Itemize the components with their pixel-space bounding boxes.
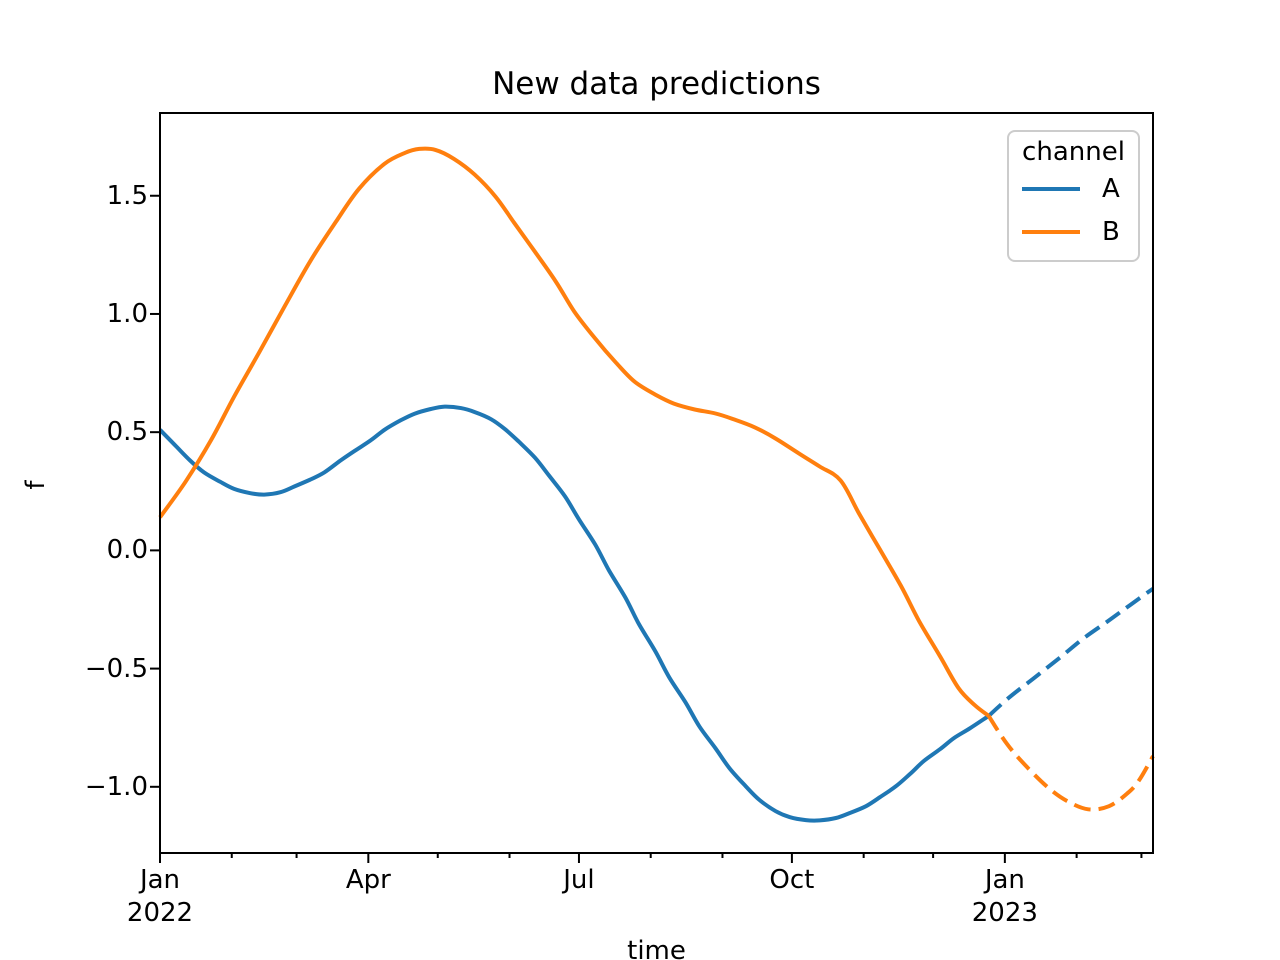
plot-border — [159, 112, 1154, 854]
legend-entry-a: A — [1009, 167, 1138, 210]
y-axis-label: f — [21, 480, 51, 490]
series-lines — [158, 146, 1155, 823]
y-tick-label: 0.5 — [106, 417, 148, 448]
y-tick-label: 1.0 — [106, 298, 148, 329]
legend-line-a-swatch — [1022, 186, 1080, 191]
x-tick-label: Jul — [563, 865, 595, 895]
legend-line-b-swatch — [1022, 229, 1080, 234]
series-line-b — [158, 146, 990, 718]
series-line-a — [158, 404, 990, 823]
y-tick-label: 1.5 — [106, 180, 148, 211]
x-tick-label: Apr — [345, 865, 391, 895]
legend-label-a: A — [1102, 173, 1120, 204]
x-axis-label: time — [627, 936, 686, 960]
axis-tick-marks — [150, 194, 1143, 863]
x-tick-label: Jan 2022 — [126, 865, 194, 928]
x-tick-label: Jan 2023 — [971, 865, 1038, 928]
legend-title: channel — [1022, 137, 1125, 167]
series-line-a-forecast — [987, 587, 1155, 718]
chart-title: New data predictions — [492, 66, 821, 102]
legend-label-b: B — [1102, 216, 1120, 247]
y-tick-label: −0.5 — [84, 653, 148, 684]
legend-entry-b: B — [1009, 210, 1138, 253]
legend: channel A B — [1007, 130, 1140, 262]
y-tick-label: −1.0 — [84, 771, 148, 802]
x-tick-label: Oct — [769, 865, 815, 895]
series-line-b-forecast — [987, 714, 1155, 812]
y-tick-label: 0.0 — [106, 535, 148, 566]
